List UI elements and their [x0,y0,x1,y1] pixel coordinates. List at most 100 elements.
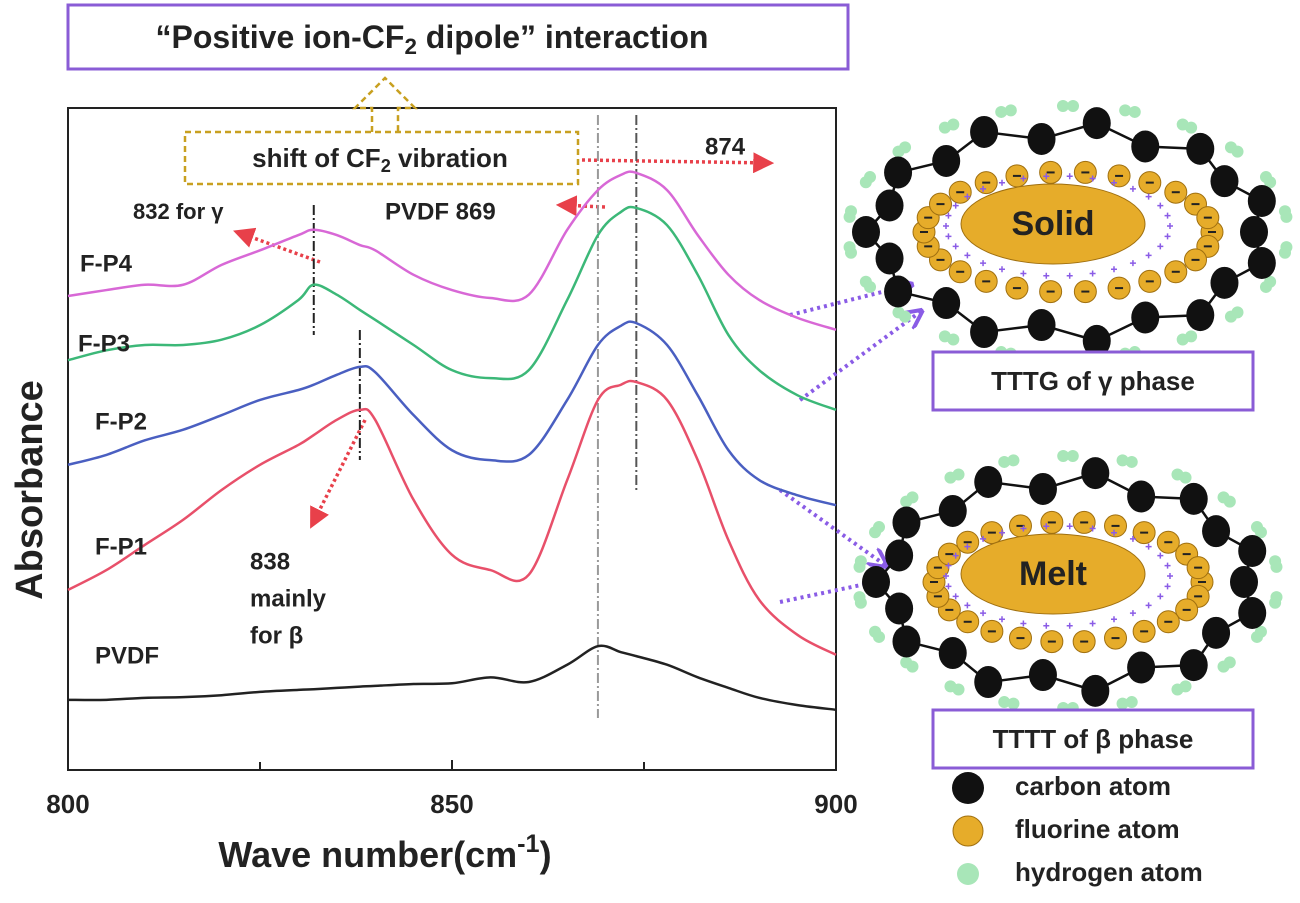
plus [1157,243,1164,250]
hydrogen [1125,455,1138,468]
legend-carbon [952,772,984,804]
annotation: PVDF 869 [385,198,496,225]
carbon [1131,130,1160,163]
carbon [1202,515,1231,548]
plus [1020,175,1027,182]
hydrogen [859,275,872,288]
plus [999,266,1005,273]
plus [1129,260,1136,267]
carbon [1238,596,1267,629]
hydrogen [947,118,960,131]
title-part: dipole” interaction [417,19,709,55]
plus [1111,529,1117,536]
carbon [1186,132,1215,165]
plus [1145,602,1152,609]
plus [1043,523,1050,530]
annotation: for β [250,622,303,649]
plus [1089,175,1096,182]
hydrogen [843,241,856,254]
carbon [1210,165,1239,198]
hydrogen [1254,526,1267,539]
x-tick-label: 900 [814,789,857,819]
arrow [778,488,885,565]
plus [1066,622,1073,629]
plus [1089,620,1096,627]
hydrogen [1269,555,1282,568]
carbon [892,506,921,539]
hydrogen [1223,495,1236,508]
plus [952,243,959,250]
carbon [970,115,999,148]
plus [1129,185,1136,192]
hydrogen [1217,660,1230,673]
shift-part: vibration [391,143,508,173]
carbon [1027,122,1056,155]
carbon [875,242,904,275]
carbon [1131,301,1160,334]
hydrogen [864,171,877,184]
carbon [1179,649,1208,682]
plus [1066,173,1073,180]
series-line [67,644,837,711]
plus [1145,543,1152,550]
carbon [1081,457,1110,490]
hydrogen [1179,471,1192,484]
hydrogen [899,141,912,154]
carbon [1240,216,1268,248]
hydrogen [854,555,867,568]
title-box [66,3,850,71]
hydrogen [1176,333,1189,346]
shift-part: shift of CF [252,143,381,173]
hydrogen [1259,280,1272,293]
plus [1066,272,1073,279]
legend-label: hydrogen atom [1015,857,1203,887]
purple-arrows [778,285,920,604]
phase-label: TTTT of β phase [993,724,1194,754]
plus [1111,266,1117,273]
hydrogen [1278,205,1291,218]
hydrogen [938,330,951,343]
carbon [932,287,961,320]
plus [1145,193,1152,200]
hydrogen [1004,104,1017,117]
shift-box [183,130,580,186]
plus [1111,179,1117,186]
title-sub: 2 [404,34,416,59]
plus [945,212,952,219]
plus [980,535,987,542]
plus [1145,252,1152,259]
carbon [862,566,890,598]
red-arrows [233,152,775,529]
carbon [1238,535,1267,568]
hydrogen [1264,176,1277,189]
series-line [67,379,837,656]
series-label: F-P2 [95,408,147,435]
plus [1089,525,1096,532]
carbon [1127,480,1156,513]
hydrogen [1116,454,1129,467]
hydrogen [1231,145,1244,158]
carbon [884,275,913,308]
hydrogen [1057,450,1070,463]
plus [1043,272,1050,279]
legend-label: fluorine atom [1015,814,1180,844]
arrow [310,419,367,529]
carbon [974,465,1003,498]
hydrogen [873,521,886,534]
plus [1164,583,1171,590]
plus [952,593,959,600]
xlabel-sup: -1 [517,830,539,858]
hydrogen [944,680,957,693]
plus [999,616,1005,623]
carbon [932,144,961,177]
plus [952,552,959,559]
annotation: 874 [705,133,746,160]
hydrogen [869,625,882,638]
plus [999,179,1005,186]
hydrogen [1056,100,1069,113]
plus [1089,270,1096,277]
series-line [67,205,837,412]
x-axis-label: Wave number(cm-1) [218,830,551,875]
carbon [1082,324,1111,357]
plus [980,610,987,617]
